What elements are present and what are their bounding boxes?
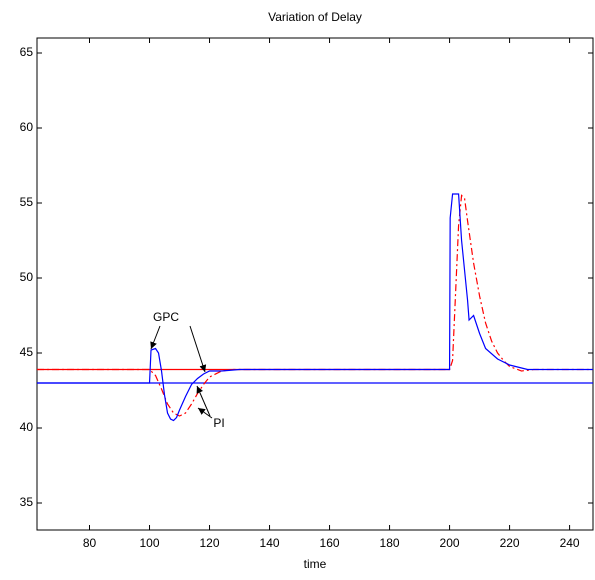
x-tick-label: 100 [140,536,160,550]
x-tick-label: 140 [260,536,280,550]
y-tick-label: 45 [20,345,34,359]
y-tick-label: 60 [20,120,34,134]
x-tick-label: 200 [440,536,460,550]
x-tick-label: 220 [500,536,520,550]
annotation: GPC [153,310,179,324]
annotation-arrow [150,325,161,350]
series-line [37,193,593,422]
plot-frame [36,37,594,531]
annotation-arrow [196,385,211,417]
x-tick-label: 180 [380,536,400,550]
x-tick-label: 160 [320,536,340,550]
series-line [37,194,593,417]
y-tick-label: 40 [20,420,34,434]
x-tick-label: 240 [560,536,580,550]
annotation-arrow [189,325,207,373]
y-tick-label: 35 [20,495,34,509]
x-axis-label: time [304,557,327,571]
annotation: PI [213,416,224,430]
y-tick-label: 65 [20,45,34,59]
y-tick-label: 55 [20,195,34,209]
x-tick-label: 80 [83,536,97,550]
annotation-arrow [197,407,213,419]
x-tick-label: 120 [200,536,220,550]
chart-title: Variation of Delay [268,10,362,24]
y-tick-label: 50 [20,270,34,284]
